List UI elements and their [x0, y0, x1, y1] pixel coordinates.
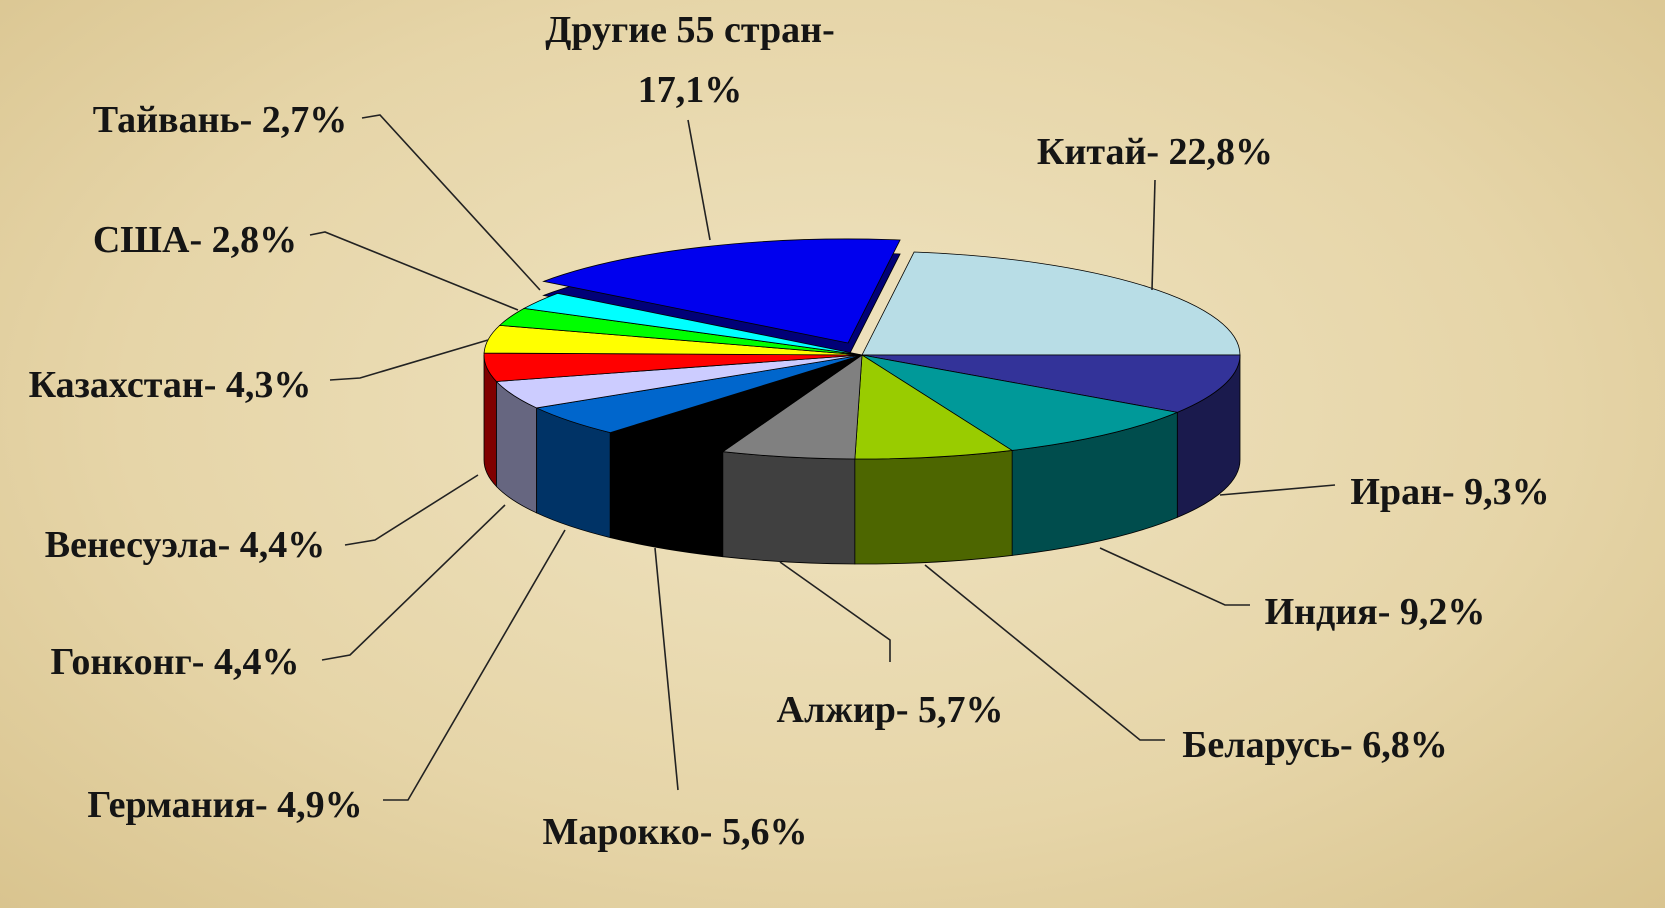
- data-label: Гонконг- 4,4%: [50, 641, 300, 683]
- slice: [522, 292, 863, 356]
- leader-line: [1219, 484, 1336, 496]
- leader-line: [687, 119, 711, 241]
- leader-line: [383, 529, 566, 801]
- slice-side: [722, 451, 856, 565]
- leader-line: [779, 561, 891, 662]
- data-label: США- 2,8%: [92, 219, 298, 261]
- leader-line: [924, 564, 1165, 741]
- slice-side: [854, 449, 1013, 565]
- leader-line: [1151, 179, 1156, 291]
- data-label: Германия- 4,9%: [87, 784, 363, 826]
- leader-line: [344, 474, 479, 546]
- data-label: Алжир- 5,7%: [776, 689, 1004, 731]
- slice: [542, 238, 901, 344]
- slice: [854, 354, 1014, 460]
- slice: [861, 251, 1241, 356]
- leader-line: [329, 339, 489, 381]
- data-label: Венесуэла- 4,4%: [44, 524, 326, 566]
- data-label: Индия- 9,2%: [1264, 591, 1486, 633]
- data-label: Китай- 22,8%: [1036, 131, 1274, 173]
- slice: [721, 354, 863, 460]
- leader-line: [321, 504, 506, 661]
- data-label: Беларусь- 6,8%: [1182, 724, 1448, 766]
- leader-line: [361, 114, 541, 291]
- slice-side: [609, 432, 724, 558]
- slice: [861, 354, 1241, 413]
- leader-line: [654, 547, 679, 791]
- leader-line: [309, 231, 519, 311]
- leader-line: [1099, 547, 1250, 606]
- data-label: Тайвань- 2,7%: [92, 99, 348, 141]
- slice: [608, 354, 863, 453]
- slice: [861, 354, 1179, 451]
- data-label: Другие 55 стран- 17,1%: [545, 9, 835, 111]
- data-label: Марокко- 5,6%: [542, 811, 808, 853]
- data-label: Казахстан- 4,3%: [28, 364, 312, 406]
- data-label: Иран- 9,3%: [1350, 471, 1550, 513]
